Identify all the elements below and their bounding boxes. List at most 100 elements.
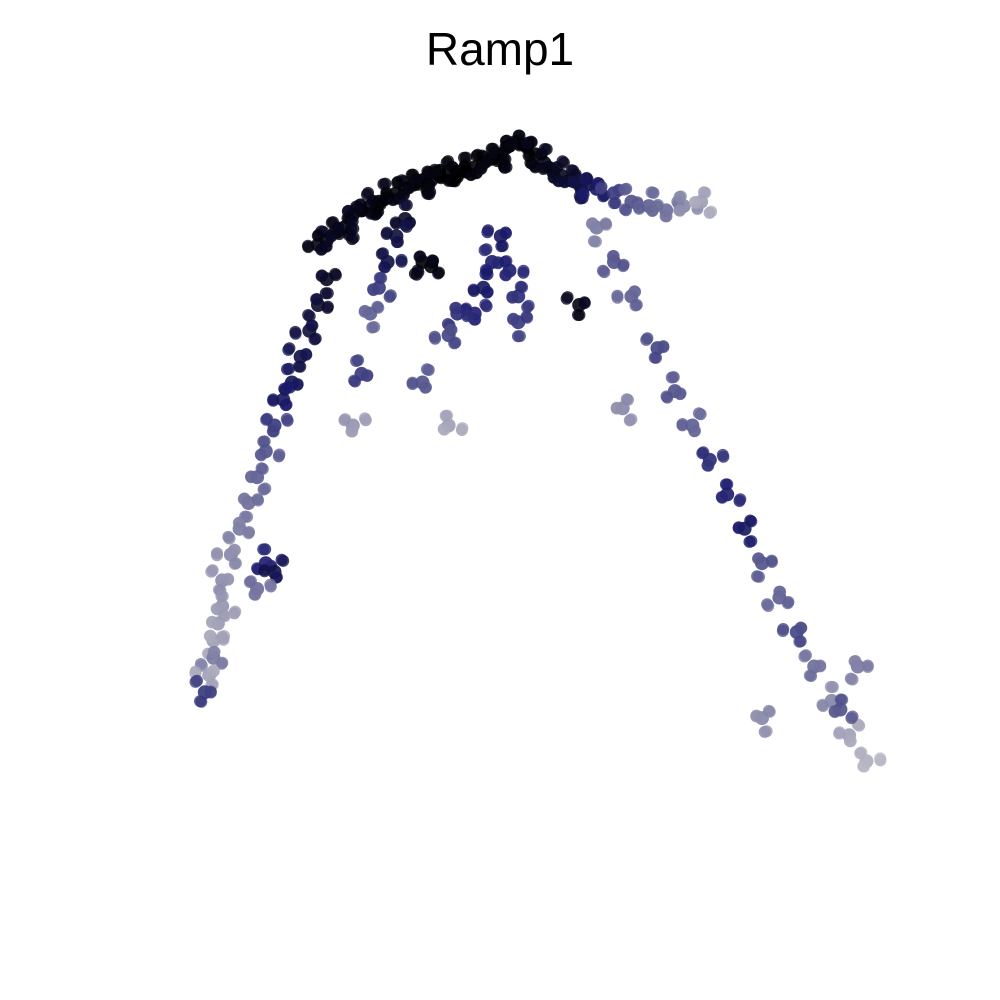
scatter-point-509 (499, 255, 512, 268)
scatter-point-699 (846, 710, 859, 723)
scatter-point-559 (420, 363, 433, 376)
scatter-point-482 (481, 226, 494, 239)
scatter-point-320 (260, 413, 273, 426)
scatter-point-474 (433, 266, 445, 279)
scatter-point-565 (338, 414, 351, 427)
scatter-point-656 (782, 596, 795, 608)
scatter-point-572 (439, 409, 452, 422)
scatter-point-333 (245, 471, 258, 484)
scatter-point-355 (229, 557, 242, 570)
scatter-point-622 (692, 407, 705, 420)
scatter-point-432 (390, 217, 403, 230)
scatter-point-480 (499, 226, 512, 239)
scatter-point-453 (373, 271, 386, 284)
scatter-point-328 (273, 448, 286, 461)
scatter-point-250 (633, 202, 646, 215)
scatter-point-475 (412, 266, 425, 279)
scatter-point-445 (379, 261, 391, 274)
scatter-point-697 (828, 706, 841, 718)
scatter-point-544 (573, 309, 586, 321)
scatter-point-300 (282, 343, 295, 356)
scatter-point-573 (456, 422, 469, 435)
scatter-point-711 (848, 655, 861, 668)
scatter-point-376 (258, 565, 271, 578)
scatter-point-299 (294, 360, 307, 373)
scatter-point-600 (630, 298, 643, 311)
scatter-point-426 (189, 675, 202, 688)
scatter-point-552 (350, 355, 363, 367)
scatter-point-642 (744, 514, 757, 527)
scatter-point-594 (598, 266, 611, 279)
scatter-point-454 (384, 289, 397, 302)
scatter-point-382 (249, 588, 262, 601)
scatter-point-683 (844, 735, 857, 748)
scatter-point-321 (280, 412, 293, 425)
scatter-point-524 (513, 330, 526, 343)
scatter-point-390 (215, 590, 228, 603)
scatter-point-285 (321, 300, 334, 313)
scatter-point-508 (500, 269, 512, 282)
scatter-point-208 (565, 164, 578, 177)
scatter-point-411 (216, 656, 229, 669)
scatter-point-669 (814, 659, 827, 672)
scatter-point-41 (346, 215, 359, 228)
scatter-point-12 (311, 229, 324, 242)
scatter-point-579 (620, 393, 633, 406)
scatter-point-670 (805, 670, 818, 682)
scatter-point-341 (251, 493, 264, 506)
scatter-point-326 (255, 449, 268, 462)
scatter-point-712 (861, 659, 874, 672)
scatter-point-515 (506, 291, 519, 304)
scatter-point-307 (281, 363, 293, 376)
scatter-point-550 (361, 369, 374, 382)
scatter-point-327 (257, 435, 270, 448)
scatter-point-181 (520, 137, 533, 150)
scatter-point-690 (858, 760, 870, 773)
scatter-point-473 (426, 254, 439, 267)
scatter-point-706 (760, 725, 773, 738)
scatter-point-433 (398, 199, 411, 211)
scatter-point-614 (661, 391, 674, 404)
scatter-point-438 (391, 236, 404, 248)
scatter-point-349 (223, 532, 236, 545)
scatter-point-551 (349, 375, 362, 388)
scatter-point-662 (794, 621, 807, 634)
scatter-point-650 (753, 570, 765, 583)
scatter-point-530 (461, 308, 474, 321)
scatter-point-68 (380, 187, 393, 200)
scatter-point-643 (745, 535, 758, 548)
scatter-point-48 (350, 202, 363, 215)
scatter-point-459 (358, 305, 371, 318)
scatter-point-629 (716, 448, 729, 461)
scatter-point-663 (794, 635, 807, 648)
scatter-point-608 (640, 333, 653, 346)
scatter-point-628 (696, 447, 709, 460)
scatter-point-160 (499, 153, 512, 166)
scatter-point-585 (585, 217, 598, 230)
scatter-point-664 (776, 625, 789, 637)
scatter-point-131 (458, 160, 471, 173)
scatter-point-671 (798, 650, 811, 663)
scatter-point-384 (264, 578, 277, 591)
scatter-point-704 (750, 710, 763, 723)
scatter-point-586 (599, 217, 612, 230)
scatter-point-363 (205, 565, 218, 578)
scatter-point-370 (257, 543, 270, 556)
scatter-point-705 (762, 704, 775, 717)
scatter-point-174 (507, 137, 520, 150)
scatter-point-410 (207, 645, 220, 658)
scatter-point-529 (449, 302, 462, 314)
scatter-point-194 (537, 163, 550, 175)
scatter-point-466 (413, 250, 426, 263)
scatter-point-263 (673, 204, 686, 217)
scatter-point-314 (282, 380, 295, 393)
scatter-point-340 (237, 493, 250, 506)
scatter-point-272 (705, 205, 718, 218)
scatter-point-88 (410, 174, 423, 186)
scatter-point-587 (589, 235, 602, 248)
scatter-point-452 (367, 284, 380, 297)
scatter-point-634 (716, 491, 729, 504)
scatter-point-655 (773, 585, 786, 598)
scatter-point-424 (204, 685, 217, 698)
scatter-point-678 (824, 680, 837, 693)
